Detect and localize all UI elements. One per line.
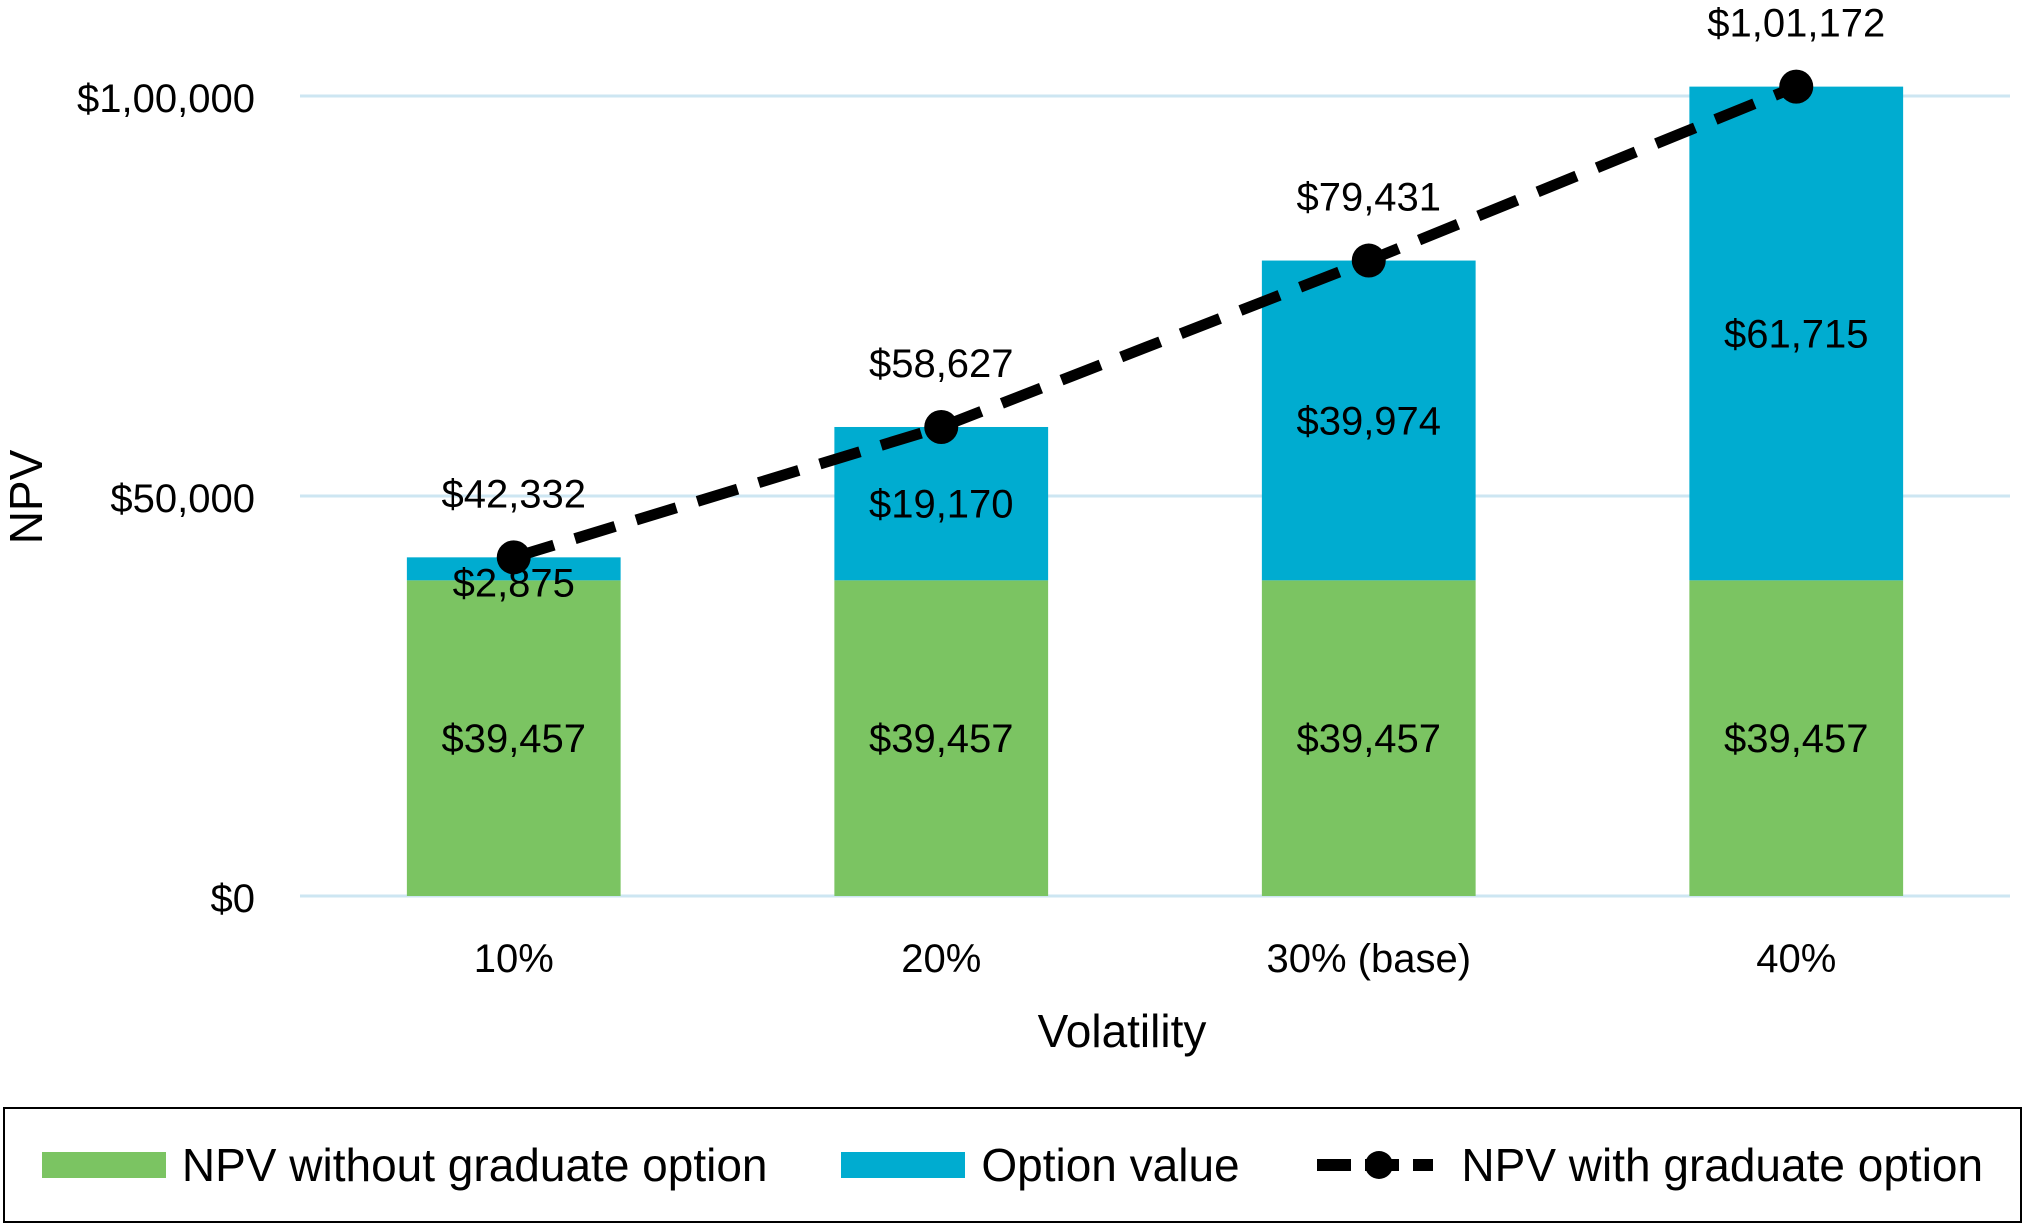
bar-data-label: $39,457 [1296,717,1441,761]
bar-npv-without [1261,580,1476,896]
legend-line-marker-icon [1317,1151,1434,1179]
legend-label-npv-with: NPV with graduate option [1461,1139,1984,1191]
legend-label-npv-without: NPV without graduate option [181,1139,768,1191]
line-point [924,409,959,444]
y-tick-label: $0 [211,877,256,921]
legend-item-npv-with: NPV with graduate option [1313,1138,1983,1192]
x-axis-title: Volatility [1038,1005,1207,1057]
y-axis-title: NPV [0,449,52,544]
bar-npv-without [834,580,1049,896]
bar-npv-without [406,580,621,896]
line-data-labels: $42,332 $58,627 $79,431 $1,01,172 [441,2,1885,517]
bar-data-label: $19,170 [869,483,1014,527]
bar-option-value [834,426,1049,581]
x-tick-label: 10% [474,937,554,981]
line-point [1351,243,1386,278]
line-data-label: $42,332 [441,472,586,516]
y-tick-label: $1,00,000 [77,77,255,121]
legend: NPV without graduate option Option value… [3,1107,2022,1223]
bar-data-labels: $39,457$2,875$39,457$19,170$39,457$39,97… [441,312,1868,761]
line-data-label: $79,431 [1296,176,1441,220]
bar-npv-without [1689,580,1904,896]
bar-option-value [1689,86,1904,581]
chart-area: $0$50,000$1,00,000 $39,457$2,875$39,457$… [0,2,2010,1057]
line-data-label: $1,01,172 [1707,2,1885,46]
line-point [1779,69,1814,104]
x-tick-label: 20% [901,937,981,981]
bar-option-value [1261,260,1476,581]
legend-item-npv-without: NPV without graduate option [41,1138,768,1192]
npv-with-option-line [512,81,1799,563]
x-tick-label: 30% (base) [1266,937,1471,981]
bar-data-label: $39,974 [1296,399,1441,443]
legend-label-option-value: Option value [981,1139,1240,1191]
x-tick-labels: 10% 20% 30% (base) 40% [474,937,1837,981]
bar-data-label: $39,457 [1724,717,1869,761]
npv-line [496,69,1814,575]
x-tick-label: 40% [1756,937,1836,981]
bar-data-label: $61,715 [1724,312,1869,356]
legend-swatch-green [41,1152,166,1178]
line-point [496,540,531,575]
y-tick-label: $50,000 [110,477,255,521]
legend-item-option-value: Option value [841,1138,1240,1192]
bar-data-label: $39,457 [441,717,586,761]
y-tick-labels: $0 $50,000 $1,00,000 [77,77,255,921]
bar-data-label: $39,457 [869,717,1014,761]
legend-swatch-blue [841,1152,966,1178]
line-data-label: $58,627 [869,342,1014,386]
bars [406,86,1904,896]
